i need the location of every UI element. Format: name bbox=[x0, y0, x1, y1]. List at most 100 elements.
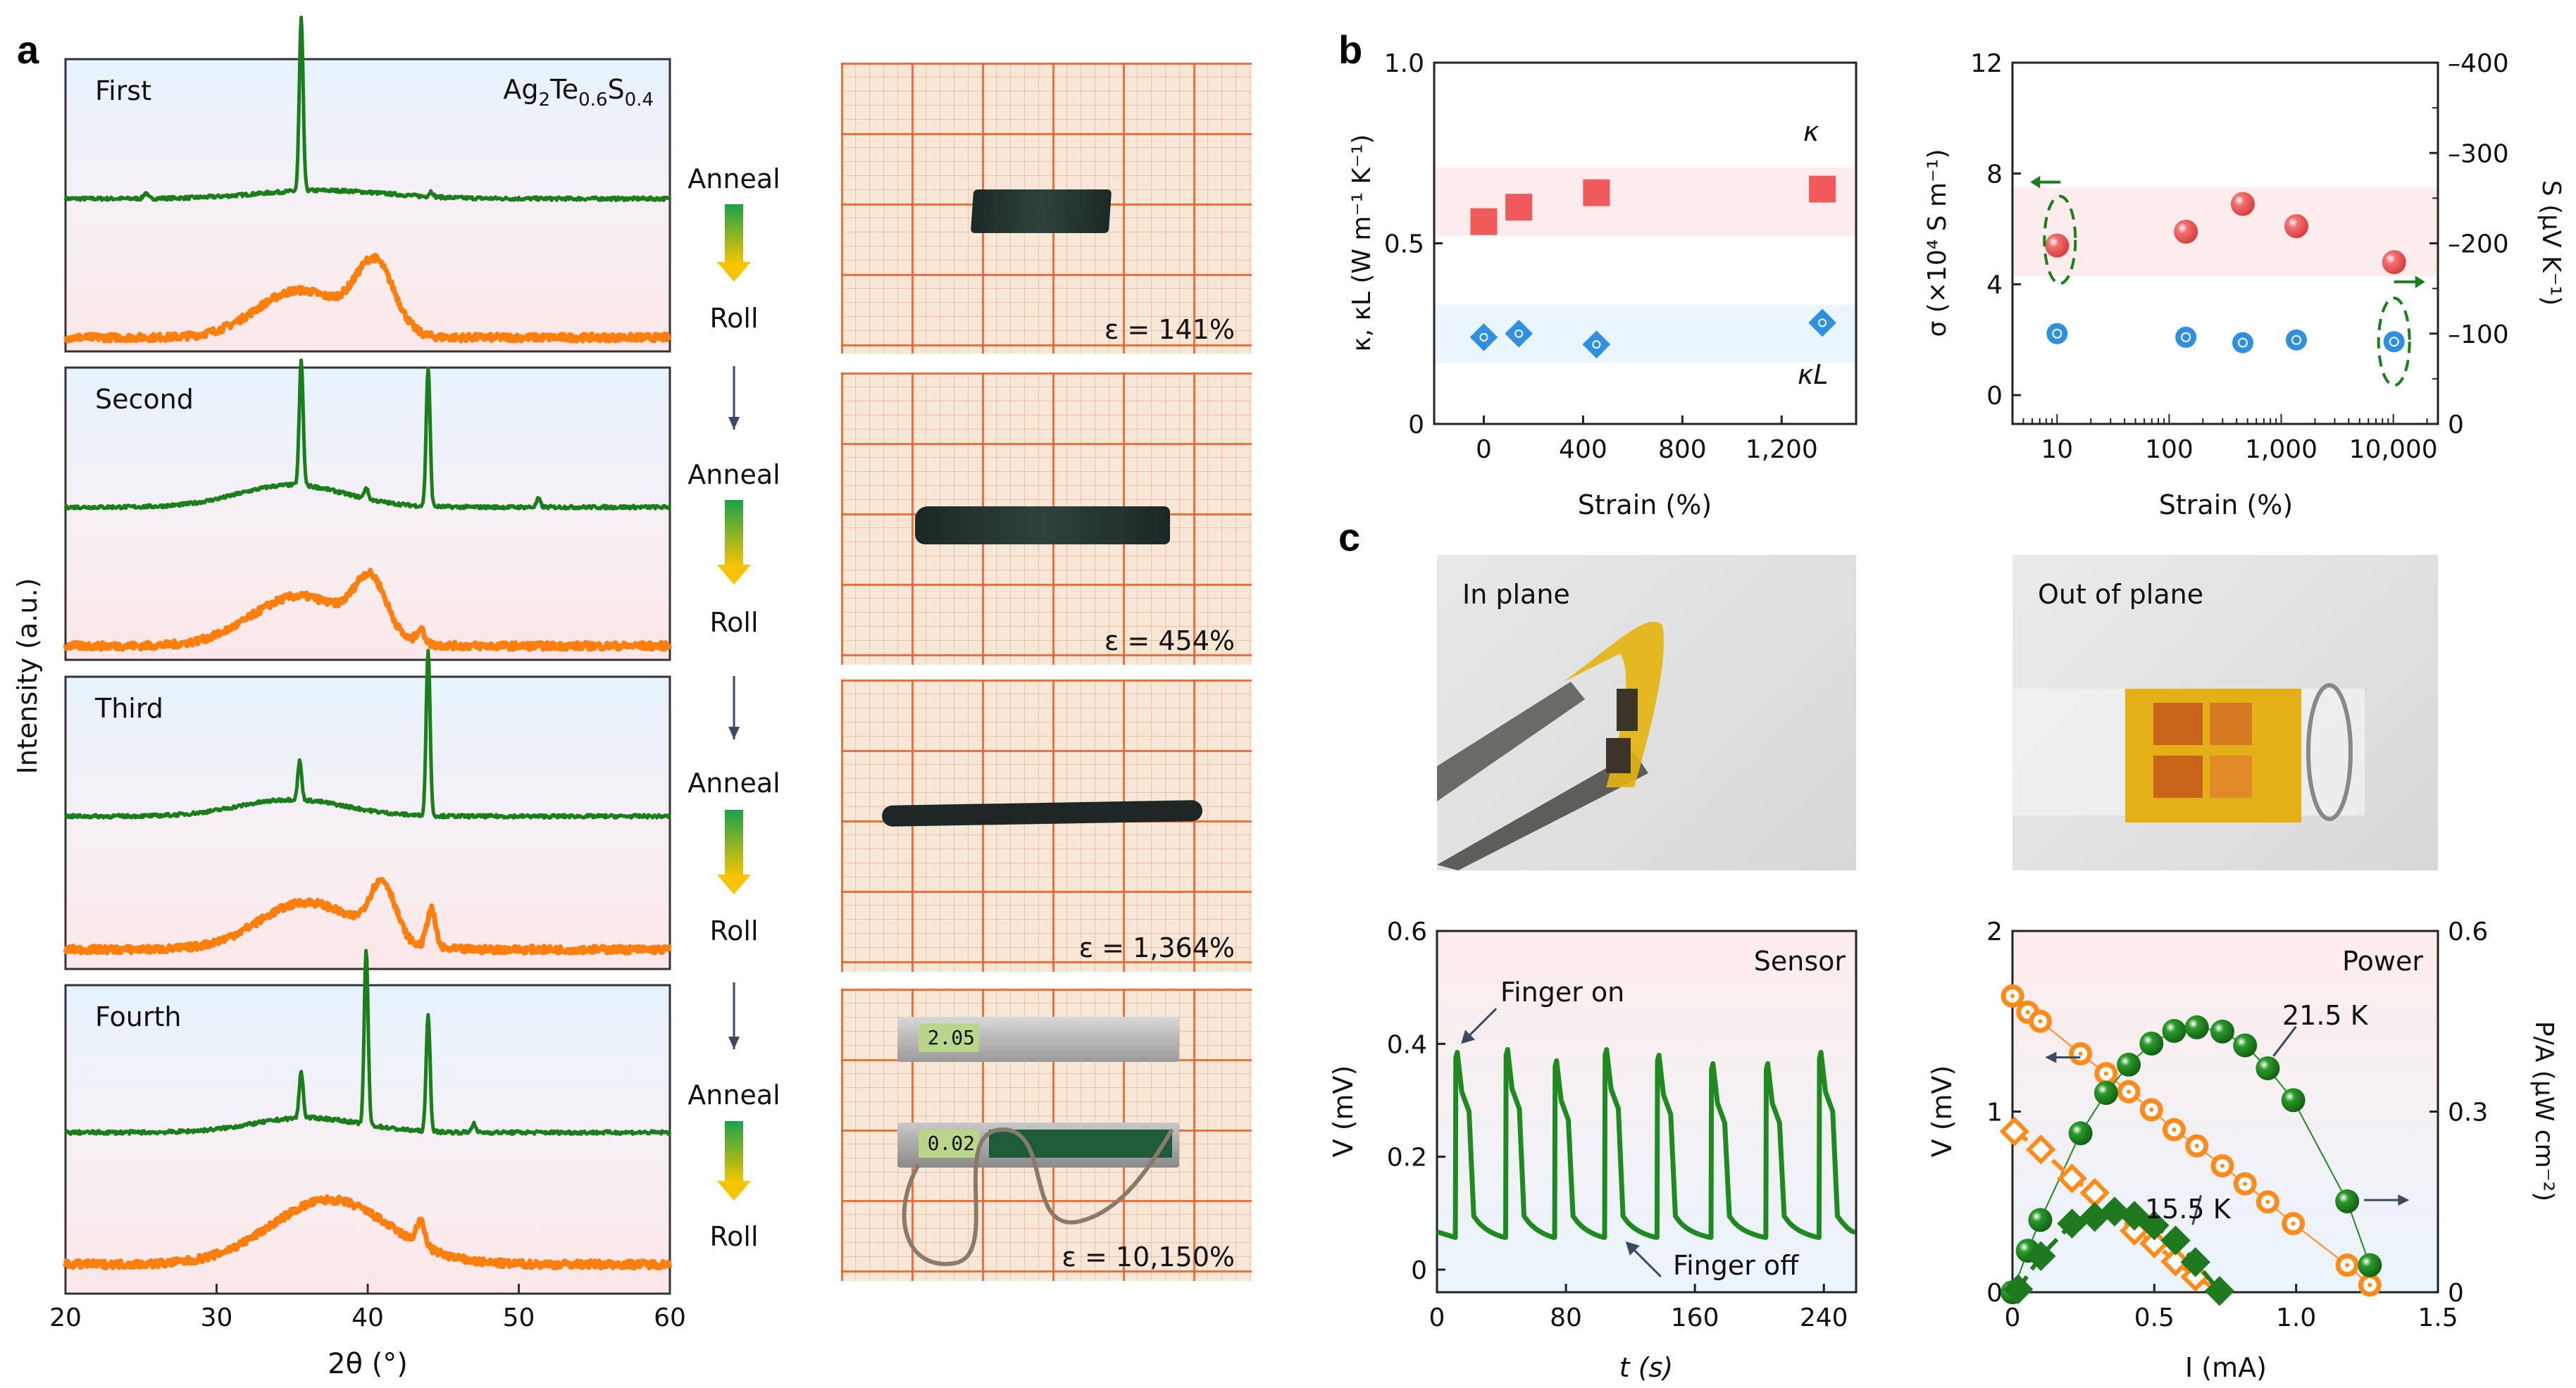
sigma-point bbox=[2382, 250, 2406, 275]
xrd-y-axis-label: Intensity (a.u.) bbox=[12, 578, 43, 775]
anneal-roll-arrow-icon bbox=[725, 204, 743, 264]
power-density-point bbox=[2184, 1015, 2209, 1039]
step-anneal-4: Anneal bbox=[687, 1080, 780, 1111]
step-roll-1: Roll bbox=[709, 303, 759, 334]
xrd-x-tick-label: 50 bbox=[503, 1303, 535, 1332]
caliper-bottom: 0.02 bbox=[897, 1123, 1179, 1168]
seebeck-point bbox=[2286, 329, 2308, 351]
voltage-point-center bbox=[2038, 1019, 2043, 1024]
xrd-annealed-curve bbox=[63, 15, 672, 202]
power-x-axis-label: I (mA) bbox=[2185, 1352, 2267, 1383]
anneal-roll-arrowhead-icon bbox=[717, 875, 751, 894]
sigma-band bbox=[2012, 187, 2438, 276]
voltage-point-center bbox=[2078, 1051, 2083, 1056]
seebeck-y-axis-label: S (μV K⁻¹) bbox=[2537, 180, 2565, 306]
finger-off-label: Finger off bbox=[1673, 1250, 1799, 1281]
kappa-x-axis-label: Strain (%) bbox=[1578, 489, 1712, 520]
kappa-y-tick-label: 1.0 bbox=[1384, 49, 1424, 78]
xrd-subplot-frame bbox=[64, 58, 671, 353]
xrd-rolled-curve bbox=[63, 252, 672, 344]
left-axis-arrowhead-icon bbox=[2030, 175, 2041, 189]
kappa-l-point-center bbox=[1592, 340, 1601, 349]
xrd-subplot-frame bbox=[64, 366, 671, 661]
next-cycle-arrowhead-icon bbox=[728, 417, 740, 430]
seebeck-point-center bbox=[2237, 337, 2248, 348]
xrd-rolled-curve bbox=[63, 568, 673, 652]
power-y-tick-label-left: 0 bbox=[1986, 1279, 2003, 1308]
power-x-tick-label: 1.5 bbox=[2418, 1303, 2458, 1332]
out-of-plane-label: Out of plane bbox=[2038, 579, 2204, 610]
xrd-annealed-curve bbox=[64, 949, 672, 1137]
power-series-line bbox=[2016, 1209, 2222, 1293]
xrd-subplot-label: Second bbox=[95, 384, 194, 415]
power-density-point-15K bbox=[2026, 1241, 2056, 1271]
anneal-roll-arrowhead-icon bbox=[717, 565, 751, 584]
next-cycle-arrowhead-icon bbox=[728, 727, 740, 739]
power-plot-frame bbox=[2011, 930, 2439, 1294]
voltage-point-center bbox=[2127, 1089, 2132, 1094]
voltage-point-center bbox=[2172, 1127, 2177, 1132]
xrd-rolled-curve bbox=[63, 877, 673, 956]
voltage-point-center bbox=[2243, 1182, 2248, 1187]
sigma-x-tick-label: 1,000 bbox=[2245, 435, 2317, 464]
power-density-point bbox=[2335, 1189, 2360, 1213]
seebeck-point bbox=[2046, 323, 2068, 344]
xrd-x-tick-label: 60 bbox=[654, 1303, 686, 1332]
seebeck-y-tick-label: –200 bbox=[2448, 230, 2509, 259]
sigma-x-tick-label: 10,000 bbox=[2349, 435, 2438, 464]
right-axis-arrowhead-icon bbox=[2398, 1194, 2410, 1206]
label-15-5K-arrow-icon bbox=[2191, 1194, 2203, 1225]
kappa-x-tick-label: 0 bbox=[1476, 435, 1492, 464]
sigma-y-tick-label: 4 bbox=[1986, 271, 2003, 300]
power-x-tick-label: 0 bbox=[2005, 1303, 2021, 1332]
sample-photo-4: 2.05 0.02 ε = 10,150% bbox=[841, 989, 1252, 1281]
sensor-annotation: Sensor bbox=[1754, 946, 1846, 977]
power-density-point-15K bbox=[2204, 1276, 2235, 1306]
voltage-point-center bbox=[2010, 994, 2015, 999]
seebeck-guide-ellipse bbox=[2377, 296, 2411, 387]
panel-label-a: a bbox=[17, 27, 39, 72]
kappa-x-tick-label: 1,200 bbox=[1746, 435, 1818, 464]
strain-label-3: ε = 1,364% bbox=[1078, 932, 1235, 963]
sigma-y-tick-label: 0 bbox=[1986, 382, 2003, 411]
sample-photo-3: ε = 1,364% bbox=[841, 680, 1252, 972]
label-21-5K: 21.5 K bbox=[2282, 1000, 2369, 1031]
kappa-l-point-center bbox=[1479, 332, 1488, 342]
strain-label-1: ε = 141% bbox=[1104, 314, 1235, 345]
tweezers-flexible-device bbox=[1437, 621, 1664, 870]
kappa-series-label: κ bbox=[1803, 116, 1819, 147]
voltage-point-15K bbox=[2057, 1163, 2087, 1194]
anneal-roll-arrow-icon bbox=[725, 810, 743, 877]
voltage-point-15K bbox=[1999, 1116, 2030, 1146]
anneal-roll-arrow-icon bbox=[725, 500, 743, 567]
power-density-point-15K bbox=[2099, 1196, 2130, 1227]
sample-photo-2: ε = 454% bbox=[841, 373, 1252, 665]
xrd-subplot-label: Fourth bbox=[95, 1001, 181, 1032]
tube-wrapped-device bbox=[2012, 683, 2365, 823]
seebeck-point-center bbox=[2389, 337, 2399, 347]
kappa-l-point bbox=[1582, 330, 1611, 358]
in-plane-label: In plane bbox=[1462, 579, 1570, 610]
sensor-x-tick-label: 80 bbox=[1550, 1303, 1582, 1332]
kappa-l-series-label: κL bbox=[1798, 359, 1829, 390]
kappa-l-point bbox=[1469, 323, 1498, 351]
xrd-annealed-curve bbox=[63, 358, 672, 511]
sensor-x-axis-label: t (s) bbox=[1619, 1352, 1673, 1383]
power-density-point bbox=[2358, 1253, 2382, 1277]
voltage-point-center bbox=[2220, 1163, 2225, 1168]
seebeck-point-center bbox=[2181, 332, 2191, 342]
sigma-x-axis-label: Strain (%) bbox=[2159, 489, 2293, 520]
power-density-point-15K bbox=[2160, 1225, 2191, 1256]
power-density-point bbox=[2210, 1019, 2234, 1044]
xrd-subplot-frame bbox=[64, 675, 671, 970]
power-density-point-15K bbox=[2180, 1247, 2210, 1277]
kappa-y-tick-label: 0.5 bbox=[1384, 230, 1424, 259]
finger-on-arrow-icon bbox=[1464, 1008, 1498, 1041]
compound-label: Ag2Te0.6S0.4 bbox=[503, 74, 654, 111]
voltage-point-15K bbox=[2079, 1177, 2110, 1208]
seebeck-point-center bbox=[2052, 328, 2062, 339]
power-density-point-15K bbox=[2003, 1274, 2034, 1304]
xrd-x-axis-label: 2θ (°) bbox=[328, 1348, 408, 1380]
